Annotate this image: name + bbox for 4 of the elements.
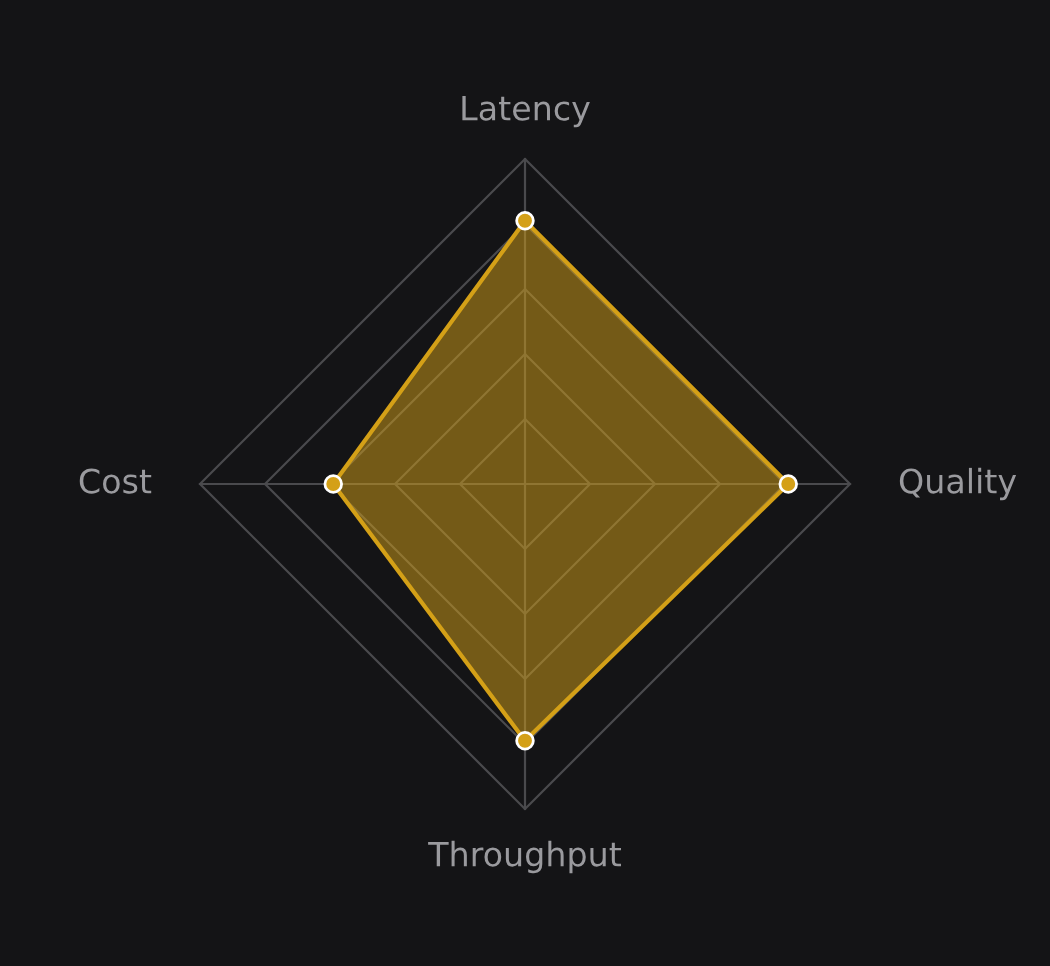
spoke-label: Latency (462, 95, 590, 128)
spoke-label: Cost (79, 468, 152, 494)
spoke-label: Throughput (428, 840, 621, 874)
spoke-label: Quality (899, 467, 1017, 501)
